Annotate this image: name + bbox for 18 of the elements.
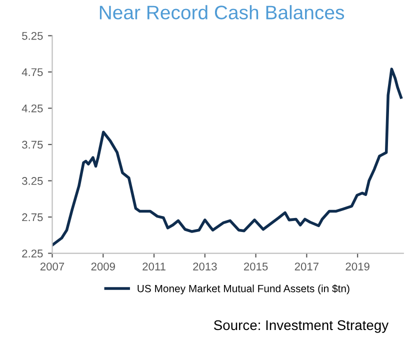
x-tick-label: 2015 (244, 262, 268, 270)
y-tick-label: 2.25 (22, 250, 43, 258)
x-tick-label: 2013 (193, 262, 217, 270)
chart-title: Near Record Cash Balances (100, 5, 344, 20)
line-series (52, 68, 402, 246)
y-tick-label: 3.75 (22, 140, 43, 149)
y-tick-label: 4.75 (22, 68, 43, 76)
x-tick-label: 2009 (91, 262, 115, 270)
y-tick-label: 5.25 (22, 32, 43, 40)
x-tick-label: 2007 (40, 262, 64, 270)
x-tick-label: 2011 (142, 262, 166, 270)
legend-label: US Money Market Mutual Fund Assets (in $tn) (138, 284, 350, 294)
x-tick-label: 2017 (294, 262, 318, 270)
x-tick-label: 2019 (346, 262, 370, 270)
source-note: Source: Investment Strategy (214, 320, 389, 333)
y-tick-label: 2.75 (22, 213, 43, 222)
y-tick-label: 4.25 (22, 104, 43, 112)
y-tick-label: 3.25 (22, 177, 43, 185)
